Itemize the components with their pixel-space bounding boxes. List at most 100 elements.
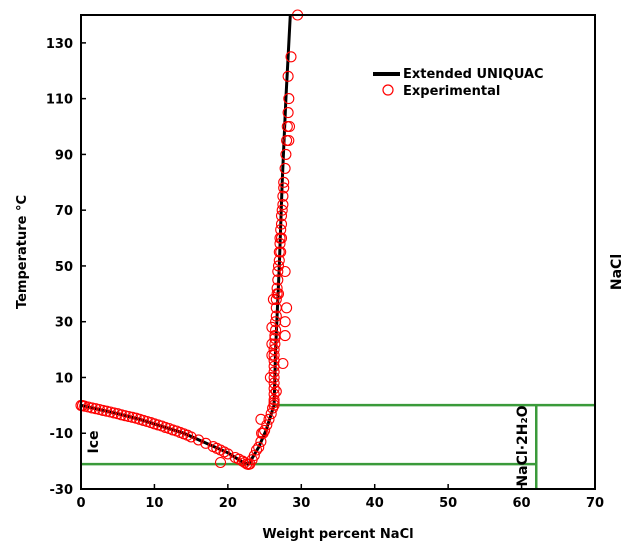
experimental-point — [268, 399, 280, 411]
x-tick-label: 40 — [366, 496, 384, 511]
experimental-point — [268, 397, 280, 409]
experimental-point — [283, 93, 295, 105]
experimental-point — [277, 357, 289, 370]
x-tick-label: 50 — [439, 496, 457, 511]
x-tick-label: 60 — [513, 496, 531, 511]
model-curve-segment-1 — [247, 404, 276, 466]
experimental-point — [255, 436, 267, 448]
experimental-points-layer — [75, 9, 304, 471]
experimental-point — [268, 366, 280, 378]
experimental-point — [264, 371, 276, 384]
experimental-point — [270, 324, 282, 336]
experimental-point — [108, 407, 120, 419]
x-tick-label: 20 — [219, 496, 237, 511]
experimental-point — [283, 134, 295, 147]
experimental-point — [279, 265, 291, 278]
experimental-point — [192, 434, 205, 446]
legend-experimental-swatch — [382, 84, 394, 96]
experimental-point — [277, 199, 289, 211]
plot-area-frame — [80, 14, 596, 490]
experimental-point — [279, 316, 291, 328]
experimental-point — [90, 403, 102, 415]
experimental-point — [200, 437, 212, 449]
experimental-point — [97, 404, 109, 416]
experimental-point — [214, 456, 227, 469]
experimental-point — [275, 218, 288, 230]
experimental-point — [86, 402, 98, 414]
experimental-point — [263, 413, 275, 425]
region-label-ice: Ice — [86, 430, 102, 453]
experimental-point — [275, 210, 288, 222]
experimental-point — [266, 321, 278, 333]
experimental-point — [276, 204, 288, 216]
experimental-point — [278, 182, 290, 194]
experimental-point — [123, 410, 135, 423]
y-tick-label: -30 — [50, 483, 74, 498]
experimental-point — [279, 330, 291, 342]
experimental-point — [266, 349, 278, 361]
experimental-point — [281, 302, 293, 314]
experimental-point — [268, 344, 280, 356]
experimental-point — [268, 371, 280, 384]
region-label-nacl: NaCl — [609, 254, 625, 290]
experimental-point — [282, 107, 294, 119]
experimental-point — [255, 413, 267, 425]
axis-ticks: 0 10 20 30 40 50 60 70 -30 -10 10 30 50 70 90 110 130 — [46, 37, 604, 511]
experimental-point — [272, 265, 284, 278]
y-tick-label: 10 — [55, 371, 73, 386]
experimental-point — [285, 51, 297, 63]
y-axis-title: Temperature °C — [15, 195, 30, 309]
experimental-point — [279, 162, 291, 174]
experimental-point — [272, 274, 284, 286]
experimental-point — [268, 377, 280, 389]
x-tick-label: 30 — [292, 496, 310, 511]
experimental-point — [269, 332, 281, 344]
experimental-point — [266, 338, 278, 350]
experimental-point — [267, 293, 279, 305]
experimental-point — [273, 254, 285, 266]
experimental-point — [268, 394, 280, 406]
experimental-point — [282, 70, 294, 82]
experimental-point — [278, 176, 290, 188]
experimental-point — [280, 148, 292, 160]
experimental-point — [222, 448, 234, 460]
experimental-point — [270, 385, 282, 397]
experimental-point — [275, 224, 287, 236]
y-tick-label: 30 — [55, 316, 73, 331]
experimental-point — [274, 238, 286, 250]
y-tick-label: 50 — [55, 260, 73, 275]
x-tick-label: 0 — [76, 496, 85, 511]
experimental-point — [270, 293, 282, 305]
experimental-point — [269, 338, 281, 350]
y-tick-label: 70 — [55, 204, 73, 219]
experimental-point — [271, 282, 283, 294]
experimental-point — [272, 260, 285, 272]
experimental-point — [101, 405, 113, 417]
experimental-point — [275, 246, 287, 258]
experimental-point — [283, 120, 296, 133]
experimental-point — [253, 441, 265, 453]
experimental-point — [268, 383, 280, 395]
model-curve-layer — [81, 15, 292, 466]
phase-boundary-lines — [81, 403, 595, 489]
experimental-point — [259, 424, 271, 436]
region-label-hydrate: NaCl·2H₂O — [515, 405, 531, 486]
legend: Extended UNIQUAC Experimental — [373, 67, 544, 99]
experimental-point — [261, 419, 273, 431]
experimental-point — [268, 388, 280, 400]
legend-experimental-label: Experimental — [403, 84, 500, 99]
x-tick-label: 70 — [586, 496, 604, 511]
x-tick-label: 10 — [145, 496, 163, 511]
experimental-point — [277, 190, 289, 202]
y-tick-label: 110 — [46, 93, 73, 108]
model-curve-segment-0 — [81, 403, 249, 466]
experimental-point — [250, 444, 263, 456]
x-axis-title: Weight percent NaCl — [262, 527, 413, 542]
y-tick-label: -10 — [50, 427, 74, 442]
experimental-point — [275, 232, 288, 244]
legend-model-label: Extended UNIQUAC — [403, 67, 544, 82]
y-tick-label: 90 — [55, 148, 73, 163]
y-tick-label: 130 — [46, 37, 73, 52]
experimental-point — [270, 310, 282, 322]
